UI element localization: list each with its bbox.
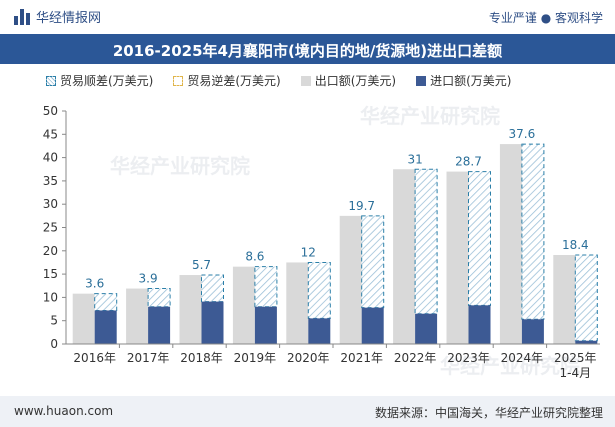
import-bar (201, 301, 224, 344)
surplus-bar (468, 171, 491, 306)
chart-legend: 贸易顺差(万美元) 贸易逆差(万美元) 出口额(万美元) 进口额(万美元) (46, 72, 512, 89)
x-axis: 2016年 2017年 2018年 2019年 2020年 2021年 2022年 2023年… (66, 343, 600, 380)
export-bar (126, 288, 149, 344)
y-tick-label: 15 (43, 267, 58, 281)
legend-label-surplus: 贸易顺差(万美元) (60, 74, 154, 88)
export-bar (499, 144, 522, 344)
top-bar: 华经情报网 专业严谨 ● 客观科学 (0, 0, 615, 34)
y-tick-label: 40 (43, 151, 58, 165)
import-bar (148, 306, 171, 344)
legend-label-export: 出口额(万美元) (314, 74, 397, 88)
surplus-data-label: 19.7 (348, 199, 375, 213)
chart-title: 2016-2025年4月襄阳市(境内目的地/货源地)进出口差额 (112, 42, 503, 60)
export-bar (232, 266, 255, 344)
x-tick-label: 2018年 (180, 351, 223, 365)
x-tick-label: 2023年 (447, 351, 490, 365)
surplus-bar (201, 274, 224, 303)
surplus-bar (254, 266, 278, 308)
surplus-bar (574, 254, 598, 342)
import-bar (94, 310, 117, 344)
y-axis: 0 5 10 15 20 25 30 35 40 45 50 (43, 104, 67, 351)
footer: www.huaon.com 数据来源：中国海关，华经产业研究院整理 (0, 396, 615, 427)
import-bar (468, 305, 491, 344)
legend-swatch-import (416, 75, 427, 86)
export-bar (339, 215, 362, 344)
surplus-bar (94, 293, 118, 311)
import-bar (361, 307, 384, 344)
brand-name: 华经情报网 (36, 11, 102, 26)
legend-item-surplus: 贸易顺差(万美元) (46, 72, 153, 89)
import-bar (521, 319, 544, 344)
export-bar (446, 171, 469, 344)
import-bar (308, 318, 331, 344)
surplus-data-label: 8.6 (245, 250, 264, 264)
x-tick-label: 2025年 (554, 351, 597, 365)
title-band: 2016-2025年4月襄阳市(境内目的地/货源地)进出口差额 (0, 34, 615, 64)
watermark-3: 华经产业研究院 (440, 354, 580, 378)
surplus-data-label: 12 (301, 245, 316, 259)
tagline: 专业严谨 ● 客观科学 (488, 11, 603, 25)
x-tick-label: 2021年 (340, 351, 383, 365)
import-bar (415, 313, 438, 344)
surplus-data-label: 18.4 (562, 238, 589, 252)
x-tick-label: 2024年 (501, 351, 544, 365)
x-tick-label: 2017年 (127, 351, 170, 365)
legend-item-import: 进口额(万美元) (416, 72, 512, 89)
y-tick-label: 5 (50, 314, 58, 328)
bars-layer: 3.6 3.9 5.7 8.6 12 19.7 31 28.7 37.6 18.4 (72, 127, 598, 344)
y-tick-label: 25 (43, 221, 58, 235)
x-tick-label: 1-4月 (559, 366, 591, 380)
y-tick-label: 0 (50, 337, 58, 351)
y-tick-label: 35 (43, 174, 58, 188)
legend-item-export: 出口额(万美元) (300, 72, 397, 89)
import-bar (254, 306, 277, 344)
legend-swatch-export (300, 75, 311, 86)
surplus-data-label: 3.6 (85, 277, 104, 291)
export-bar (553, 254, 576, 344)
y-tick-label: 10 (43, 290, 58, 304)
export-bar (286, 262, 309, 344)
legend-label-deficit: 贸易逆差(万美元) (187, 74, 281, 88)
legend-swatch-deficit (173, 75, 184, 86)
x-tick-label: 2019年 (234, 351, 277, 365)
surplus-bar (147, 288, 171, 308)
legend-item-deficit: 贸易逆差(万美元) (173, 72, 281, 89)
surplus-bar (521, 143, 545, 320)
watermark-2: 华经产业研究院 (110, 154, 250, 178)
surplus-data-label: 37.6 (509, 127, 536, 141)
x-tick-label: 2020年 (287, 351, 330, 365)
y-tick-label: 45 (43, 127, 58, 141)
surplus-data-label: 3.9 (139, 272, 158, 286)
y-tick-label: 50 (43, 104, 58, 118)
legend-swatch-surplus (46, 75, 56, 86)
surplus-data-label: 5.7 (192, 258, 211, 272)
surplus-bar (307, 261, 331, 319)
x-tick-label: 2016年 (73, 351, 116, 365)
x-tick-label: 2022年 (394, 351, 437, 365)
legend-label-import: 进口额(万美元) (430, 74, 512, 88)
brand-logo-icon (14, 8, 30, 25)
watermark-1: 华经产业研究院 (360, 104, 500, 128)
export-bar (179, 275, 202, 344)
brand: 华经情报网 (14, 7, 101, 26)
export-bar (72, 293, 95, 344)
y-tick-label: 30 (43, 197, 58, 211)
surplus-data-label: 28.7 (455, 155, 482, 169)
surplus-bar (361, 215, 385, 309)
footer-website: www.huaon.com (14, 404, 114, 418)
surplus-bar (414, 168, 438, 315)
surplus-data-label: 31 (407, 152, 422, 166)
export-bar (393, 169, 416, 344)
import-bar (575, 340, 598, 344)
y-tick-label: 20 (43, 244, 58, 258)
footer-source: 数据来源：中国海关，华经产业研究院整理 (374, 406, 603, 420)
